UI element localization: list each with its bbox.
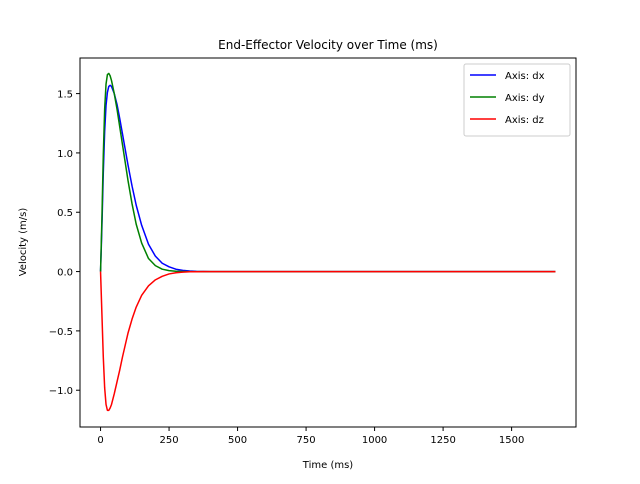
x-tick-label: 0 [97, 435, 103, 446]
x-tick-label: 1250 [430, 435, 455, 446]
y-tick-label: 0.0 [57, 268, 73, 279]
y-tick-label: −0.5 [49, 327, 73, 338]
legend-label-1: Axis: dy [505, 93, 545, 104]
y-tick-label: 1.5 [57, 90, 73, 101]
legend-label-2: Axis: dz [505, 115, 544, 126]
plot-frame [79, 57, 577, 428]
y-tick-label: 0.5 [57, 208, 73, 219]
y-tick-label: −1.0 [49, 386, 73, 397]
x-tick-label: 1000 [362, 435, 387, 446]
legend: Axis: dx Axis: dy Axis: dz [463, 63, 571, 137]
x-axis: 0 250 500 750 1000 1250 1500 [97, 427, 524, 446]
y-axis: −1.0 −0.5 0.0 0.5 1.0 1.5 [49, 90, 80, 397]
y-axis-label: Velocity (m/s) [18, 208, 29, 277]
legend-box [463, 63, 571, 137]
x-axis-label: Time (ms) [302, 460, 354, 471]
chart-title: End-Effector Velocity over Time (ms) [218, 38, 438, 52]
x-tick-label: 500 [228, 435, 247, 446]
series-line-2 [99, 270, 556, 412]
y-tick-label: 1.0 [57, 149, 73, 160]
series-layer [99, 72, 556, 412]
x-tick-label: 1500 [499, 435, 524, 446]
x-tick-label: 750 [297, 435, 316, 446]
x-tick-label: 250 [160, 435, 179, 446]
legend-label-0: Axis: dx [505, 71, 545, 82]
